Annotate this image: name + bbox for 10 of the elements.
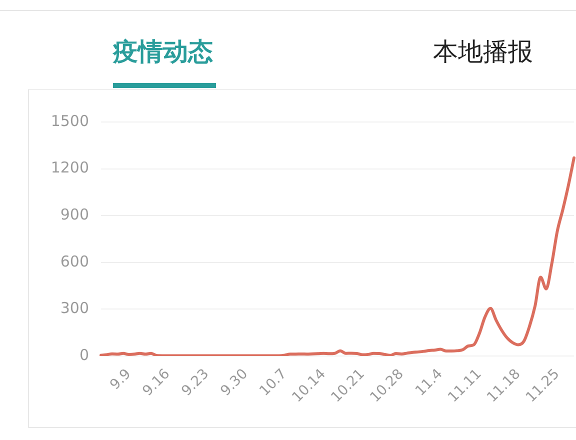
y-tick-label: 0 <box>79 346 89 364</box>
y-tick-label: 300 <box>60 299 89 318</box>
text: 本地播报 <box>433 36 533 68</box>
line-series <box>100 156 576 356</box>
y-tick-label: 600 <box>60 252 89 270</box>
x-tick-label: 9.9 <box>107 366 134 394</box>
chart-title: 疫情动态 <box>113 36 213 68</box>
y-tick-label: 1200 <box>50 158 89 177</box>
y-tick-label: 900 <box>60 205 89 224</box>
y-tick-label: 1500 <box>50 112 89 130</box>
